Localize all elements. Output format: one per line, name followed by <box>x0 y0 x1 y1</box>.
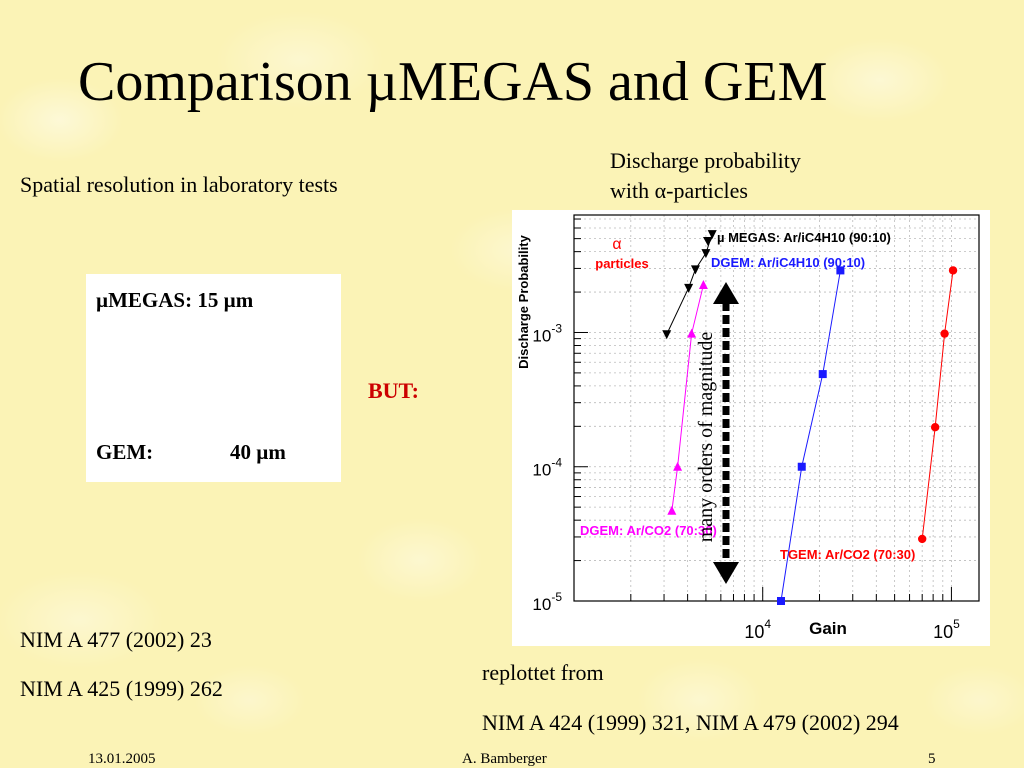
series-0 <box>662 230 717 340</box>
data-point <box>687 328 697 338</box>
legend-tgem-co2: TGEM: Ar/CO2 (70:30) <box>780 547 915 562</box>
but-label: BUT: <box>368 378 419 403</box>
resolution-gem-label: GEM: <box>96 440 154 464</box>
x-tick-label: 105 <box>933 617 960 642</box>
footer-page-number: 5 <box>928 751 936 767</box>
plot-frame <box>573 214 980 602</box>
data-point <box>836 266 845 275</box>
replot-references: NIM A 424 (1999) 321, NIM A 479 (2002) 2… <box>482 710 899 735</box>
magnitude-arrow <box>713 282 739 584</box>
x-axis-label: Gain <box>809 619 847 638</box>
reference-1: NIM A 477 (2002) 23 <box>20 627 212 652</box>
x-tick-labels: 104 105 <box>744 617 960 642</box>
series-line <box>671 284 704 511</box>
x-tick-label: 104 <box>744 617 771 642</box>
series-line <box>921 270 954 539</box>
magnitude-arrow-label: many orders of magnitude <box>695 332 717 543</box>
legend-dgem-co2: DGEM: Ar/CO2 (70:30) <box>580 523 717 538</box>
reference-2: NIM A 425 (1999) 262 <box>20 676 223 701</box>
y-tick-label: 10-4 <box>532 456 562 480</box>
legend-umegas: µ MEGAS: Ar/iC4H10 (90:10) <box>717 230 891 245</box>
footer-date: 13.01.2005 <box>88 751 156 767</box>
chart-ticks <box>573 218 952 602</box>
y-tick-labels: 10-3 10-4 10-5 <box>532 321 562 614</box>
alpha-particles-label: particles <box>595 256 648 271</box>
data-point <box>662 330 672 340</box>
data-point <box>777 597 785 605</box>
discharge-probability-chart: Discharge Probability Gain 10-310-410-5 … <box>512 210 990 646</box>
data-point <box>690 265 700 275</box>
data-point <box>940 329 949 338</box>
resolution-box <box>86 274 341 482</box>
discharge-heading-line2: with α-particles <box>610 178 748 203</box>
series-line <box>780 270 841 602</box>
data-point <box>818 370 827 379</box>
discharge-probability-heading: Discharge probability with α-particles <box>610 146 801 206</box>
footer-author: A. Bamberger <box>462 751 547 767</box>
resolution-gem-value: 40 µm <box>230 440 286 464</box>
series-2 <box>667 279 708 515</box>
legend-marker-umegas <box>703 237 713 246</box>
data-point <box>707 230 717 240</box>
data-point <box>797 462 806 471</box>
data-point <box>930 423 940 432</box>
y-axis-label: Discharge Probability <box>516 234 531 368</box>
data-point <box>948 266 958 275</box>
data-point <box>701 249 711 259</box>
slide-title: Comparison µMEGAS and GEM <box>78 51 828 113</box>
spatial-resolution-heading: Spatial resolution in laboratory tests <box>20 172 338 197</box>
replot-label: replottet from <box>482 660 604 685</box>
discharge-heading-line1: Discharge probability <box>610 148 801 173</box>
data-point <box>667 505 677 515</box>
y-tick-label: 10-5 <box>532 590 562 614</box>
chart-series <box>662 230 958 605</box>
series-3 <box>917 266 958 544</box>
y-tick-label: 10-3 <box>532 321 562 345</box>
data-point <box>698 279 708 289</box>
alpha-symbol: α <box>612 236 621 253</box>
legend-dgem-isobutane: DGEM: Ar/iC4H10 (90:10) <box>711 255 865 270</box>
data-point <box>673 461 683 471</box>
chart-gridlines <box>573 215 979 602</box>
resolution-umegas: µMEGAS: 15 µm <box>96 288 254 312</box>
data-point <box>917 534 927 544</box>
series-1 <box>777 266 845 605</box>
data-point <box>684 283 694 293</box>
